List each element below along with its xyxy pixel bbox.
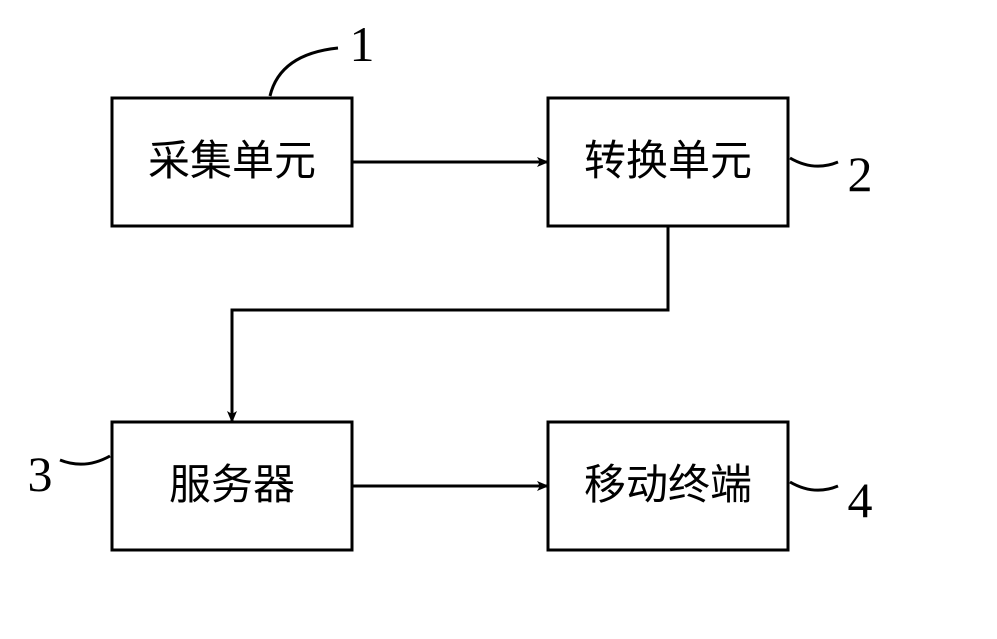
number-label-n1: 1 bbox=[350, 16, 375, 72]
edge-n2-n3 bbox=[232, 226, 668, 422]
node-label-n4: 移动终端 bbox=[584, 463, 752, 509]
leader-n4 bbox=[790, 482, 838, 490]
node-label-n2: 转换单元 bbox=[584, 139, 752, 185]
flowchart-diagram: 采集单元 转换单元服务器 移动终端 1 2 3 4 bbox=[0, 0, 997, 639]
number-label-n2: 2 bbox=[848, 146, 873, 202]
node-label-n3: 服务器 bbox=[169, 463, 295, 509]
node-label-n1: 采集单元 bbox=[148, 139, 316, 185]
leader-n2 bbox=[790, 158, 838, 166]
number-label-n4: 4 bbox=[848, 472, 873, 528]
number-label-n3: 3 bbox=[28, 446, 53, 502]
leader-n3 bbox=[60, 456, 110, 464]
leader-n1 bbox=[270, 48, 338, 96]
